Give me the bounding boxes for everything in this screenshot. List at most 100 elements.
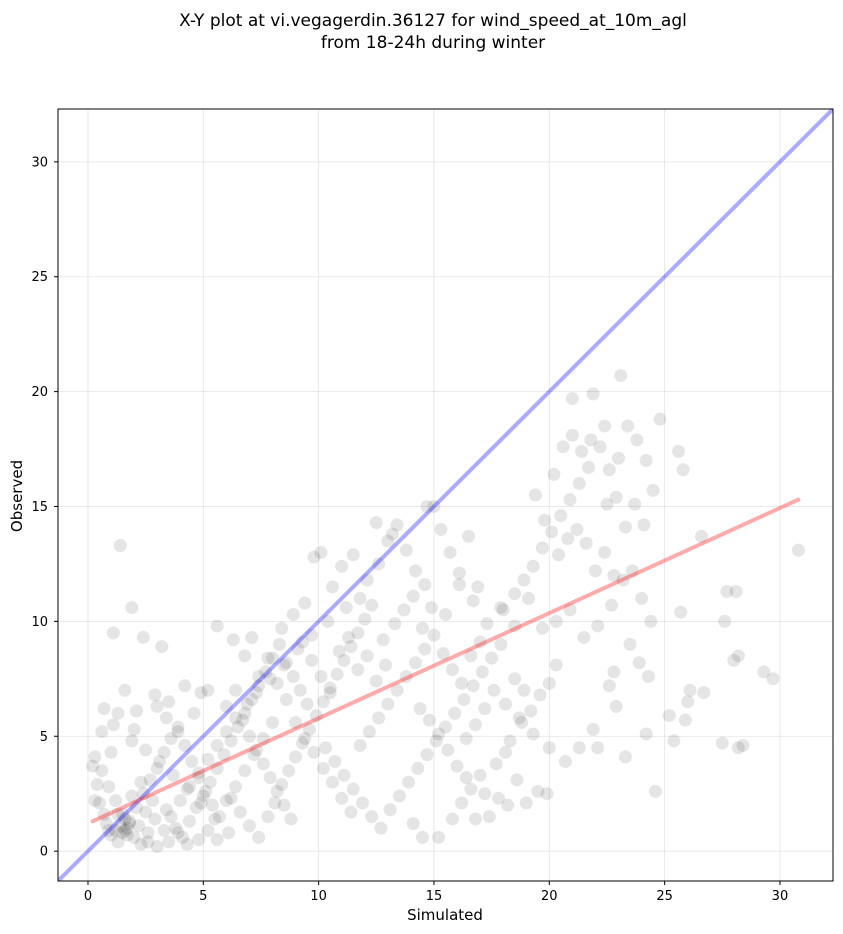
data-point-292 [127, 722, 141, 736]
data-point-111 [309, 709, 323, 723]
data-point-41 [157, 745, 171, 759]
data-point-140 [369, 516, 383, 530]
data-point-156 [374, 821, 388, 835]
data-point-87 [286, 670, 300, 684]
data-point-101 [233, 805, 247, 819]
data-point-258 [572, 741, 586, 755]
data-point-280 [648, 784, 662, 798]
data-point-229 [579, 536, 593, 550]
data-point-181 [519, 796, 533, 810]
data-point-372 [450, 759, 464, 773]
data-point-321 [325, 775, 339, 789]
data-point-125 [346, 548, 360, 562]
data-point-3 [136, 630, 150, 644]
data-point-114 [330, 667, 344, 681]
data-point-183 [540, 787, 554, 801]
data-point-233 [616, 573, 630, 587]
data-point-186 [524, 704, 538, 718]
data-point-68 [146, 794, 160, 808]
data-point-57 [194, 796, 208, 810]
data-point-71 [176, 830, 190, 844]
data-point-212 [639, 454, 653, 468]
data-point-232 [607, 568, 621, 582]
data-point-358 [247, 748, 261, 762]
data-point-185 [515, 715, 529, 729]
data-point-266 [697, 686, 711, 700]
data-point-44 [178, 738, 192, 752]
data-point-172 [432, 830, 446, 844]
data-point-11 [178, 679, 192, 693]
data-point-271 [729, 585, 743, 598]
data-point-375 [478, 787, 492, 801]
data-point-93 [242, 729, 256, 743]
data-point-261 [667, 734, 681, 748]
y-tick-label-2: 10 [31, 615, 48, 630]
data-point-339 [388, 617, 402, 631]
y-tick-label-5: 25 [31, 270, 48, 285]
data-point-283 [526, 727, 540, 741]
data-point-210 [621, 419, 635, 433]
data-point-29 [148, 812, 162, 826]
data-point-28 [141, 826, 155, 840]
fit-lines [58, 109, 833, 881]
data-point-217 [653, 412, 667, 426]
data-point-19 [171, 720, 185, 734]
data-point-211 [630, 433, 644, 447]
data-point-50 [95, 725, 109, 739]
data-point-37 [129, 800, 143, 814]
data-point-135 [434, 522, 448, 536]
data-point-250 [623, 637, 637, 651]
data-point-231 [598, 545, 612, 559]
data-point-333 [436, 647, 450, 661]
data-point-206 [584, 433, 598, 447]
data-point-175 [464, 782, 478, 796]
data-point-26 [127, 830, 141, 844]
data-point-355 [275, 621, 289, 635]
data-point-218 [671, 444, 685, 458]
data-point-344 [332, 644, 346, 658]
data-point-303 [157, 823, 171, 837]
data-point-366 [171, 826, 185, 840]
x-tick-label-4: 20 [541, 889, 558, 904]
data-point-133 [427, 499, 441, 513]
data-point-268 [695, 529, 709, 543]
data-point-240 [563, 603, 577, 617]
data-point-309 [210, 738, 224, 752]
data-point-340 [397, 603, 411, 617]
data-point-208 [602, 463, 616, 477]
data-point-368 [413, 702, 427, 716]
data-point-162 [429, 734, 443, 748]
data-point-179 [501, 798, 515, 812]
data-point-63 [123, 817, 137, 831]
x-tick-label-0: 0 [84, 889, 92, 904]
data-point-136 [443, 545, 457, 559]
data-point-98 [277, 798, 291, 812]
data-point-314 [261, 651, 275, 665]
data-point-302 [150, 840, 164, 854]
data-point-56 [180, 782, 194, 796]
data-point-343 [425, 601, 439, 615]
data-point-74 [196, 789, 210, 803]
data-point-316 [279, 692, 293, 706]
data-point-90 [219, 699, 233, 713]
data-point-267 [674, 605, 688, 619]
data-point-190 [496, 603, 510, 617]
data-point-194 [535, 541, 549, 555]
data-point-100 [224, 791, 238, 805]
data-point-1 [106, 626, 120, 640]
y-axis-ticks: 0 5 10 15 20 25 30 [31, 155, 58, 860]
data-point-80 [238, 706, 252, 720]
data-point-192 [517, 573, 531, 587]
data-point-126 [360, 573, 374, 587]
data-point-347 [360, 649, 374, 663]
data-point-13 [210, 619, 224, 633]
data-point-239 [577, 630, 591, 644]
data-point-24 [116, 807, 130, 821]
data-point-225 [646, 483, 660, 497]
data-point-274 [715, 736, 729, 750]
data-point-191 [508, 587, 522, 601]
data-point-96 [263, 771, 277, 785]
data-point-284 [512, 711, 526, 725]
data-point-36 [123, 814, 137, 828]
data-point-10 [162, 695, 176, 709]
